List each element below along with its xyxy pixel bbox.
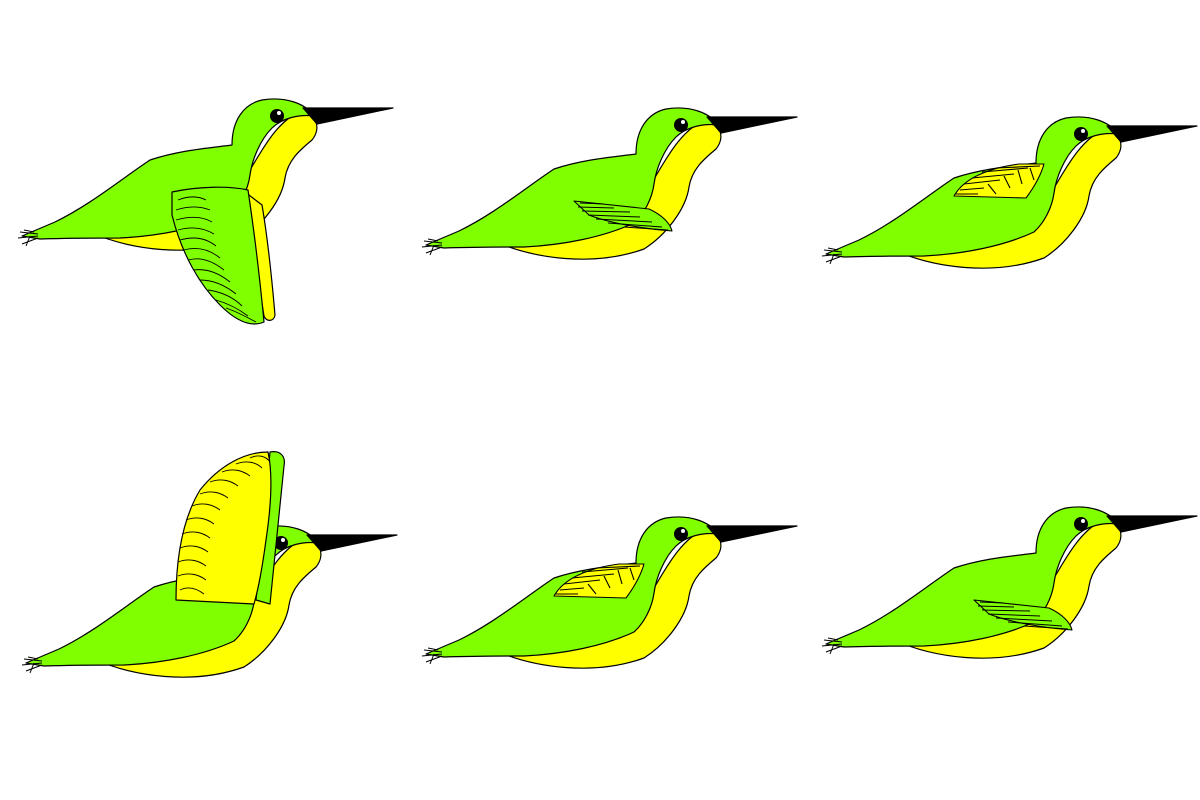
bird-frame-1 (17, 98, 394, 325)
bird-frame-3 (821, 116, 1198, 269)
bird-frame-5 (421, 516, 798, 669)
bird-frame-6 (821, 506, 1198, 659)
bird-frame-4 (21, 451, 398, 678)
wing-down-icon (171, 186, 276, 325)
wing-up-icon (175, 451, 285, 605)
bird-frame-2 (421, 107, 798, 260)
